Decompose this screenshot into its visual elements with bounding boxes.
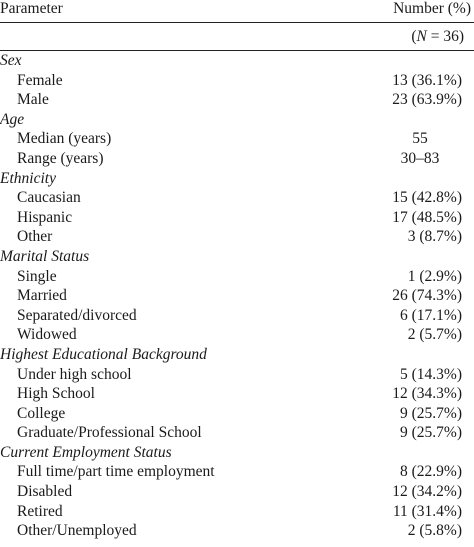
row-label: Retired bbox=[17, 502, 63, 520]
table-row: Female 13 (36.1%) bbox=[0, 71, 474, 91]
table-row: Widowed 2 (5.7%) bbox=[0, 325, 474, 345]
row-value: 13 (36.1%) bbox=[392, 71, 462, 89]
header-parameter: Parameter bbox=[0, 0, 63, 17]
row-label: Female bbox=[17, 71, 63, 89]
row-label: College bbox=[17, 404, 66, 422]
row-label: Median (years) bbox=[17, 130, 112, 148]
table-body: Sex Female 13 (36.1%) Male 23 (63.9%) Age Medi… bbox=[0, 51, 474, 541]
table-row: Under high school 5 (14.3%) bbox=[0, 365, 474, 385]
row-value: 3 (8.7%) bbox=[407, 228, 462, 246]
row-value: 2 (5.8%) bbox=[407, 522, 462, 540]
sample-size-n: N bbox=[416, 28, 427, 45]
table-row: Caucasian 15 (42.8%) bbox=[0, 188, 474, 208]
row-value: 9 (25.7%) bbox=[400, 424, 462, 442]
row-label: Separated/divorced bbox=[17, 306, 137, 324]
row-label: Male bbox=[17, 91, 49, 109]
row-value: 55 bbox=[412, 130, 428, 148]
row-value: 12 (34.3%) bbox=[392, 385, 462, 403]
table-row: Other/Unemployed 2 (5.8%) bbox=[0, 521, 474, 541]
row-label: High School bbox=[17, 385, 95, 403]
row-value: 2 (5.7%) bbox=[407, 326, 462, 344]
table-row: Median (years) 55 bbox=[0, 129, 474, 149]
row-label: Graduate/Professional School bbox=[17, 424, 202, 442]
row-label: Married bbox=[17, 287, 67, 305]
subheader-rule bbox=[0, 50, 474, 51]
section-title: Highest Educational Background bbox=[0, 345, 207, 363]
row-label: Widowed bbox=[17, 326, 77, 344]
row-value: 12 (34.2%) bbox=[392, 483, 462, 501]
row-value: 15 (42.8%) bbox=[392, 189, 462, 207]
section-title: Sex bbox=[0, 52, 22, 69]
row-label: Other bbox=[17, 228, 53, 246]
row-value: 17 (48.5%) bbox=[392, 208, 462, 226]
row-value: 5 (14.3%) bbox=[400, 365, 462, 383]
table-row: Range (years) 30–83 bbox=[0, 149, 474, 169]
row-value: 11 (31.4%) bbox=[392, 502, 462, 520]
sample-size-value: = 36) bbox=[426, 28, 464, 45]
sample-size: (N = 36) bbox=[0, 23, 474, 50]
table-row: Male 23 (63.9%) bbox=[0, 90, 474, 110]
table-header: Parameter Number (%) bbox=[0, 0, 474, 22]
table-row: College 9 (25.7%) bbox=[0, 404, 474, 424]
table-row: Hispanic 17 (48.5%) bbox=[0, 208, 474, 228]
row-value: 6 (17.1%) bbox=[400, 306, 462, 324]
table-row: Disabled 12 (34.2%) bbox=[0, 482, 474, 502]
table-row: Graduate/Professional School 9 (25.7%) bbox=[0, 423, 474, 443]
table-row: Single 1 (2.9%) bbox=[0, 267, 474, 287]
row-label: Hispanic bbox=[17, 208, 73, 226]
row-value: 30–83 bbox=[400, 149, 440, 167]
table-row: Separated/divorced 6 (17.1%) bbox=[0, 306, 474, 326]
row-label: Disabled bbox=[17, 483, 73, 501]
row-value: 23 (63.9%) bbox=[392, 91, 462, 109]
table-row: Retired 11 (31.4%) bbox=[0, 502, 474, 522]
header-number: Number (%) bbox=[393, 0, 471, 17]
header-rule bbox=[0, 22, 474, 23]
row-label: Single bbox=[17, 267, 57, 285]
row-label: Caucasian bbox=[17, 189, 81, 207]
row-value: 1 (2.9%) bbox=[407, 267, 462, 285]
section-title: Marital Status bbox=[0, 247, 90, 265]
row-label: Other/Unemployed bbox=[17, 522, 137, 540]
sample-size-open: ( bbox=[411, 28, 417, 45]
row-label: Under high school bbox=[17, 365, 132, 383]
section-title: Ethnicity bbox=[0, 169, 56, 187]
row-value: 9 (25.7%) bbox=[400, 404, 462, 422]
row-label: Range (years) bbox=[17, 149, 104, 167]
table-row: Other 3 (8.7%) bbox=[0, 227, 474, 247]
row-value: 26 (74.3%) bbox=[392, 287, 462, 305]
row-label: Full time/part time employment bbox=[17, 463, 215, 481]
table-row: Married 26 (74.3%) bbox=[0, 286, 474, 306]
table-row: High School 12 (34.3%) bbox=[0, 384, 474, 404]
section-title: Current Employment Status bbox=[0, 443, 172, 461]
section-title: Age bbox=[0, 110, 25, 128]
row-value: 8 (22.9%) bbox=[400, 463, 462, 481]
table-row: Full time/part time employment 8 (22.9%) bbox=[0, 462, 474, 482]
